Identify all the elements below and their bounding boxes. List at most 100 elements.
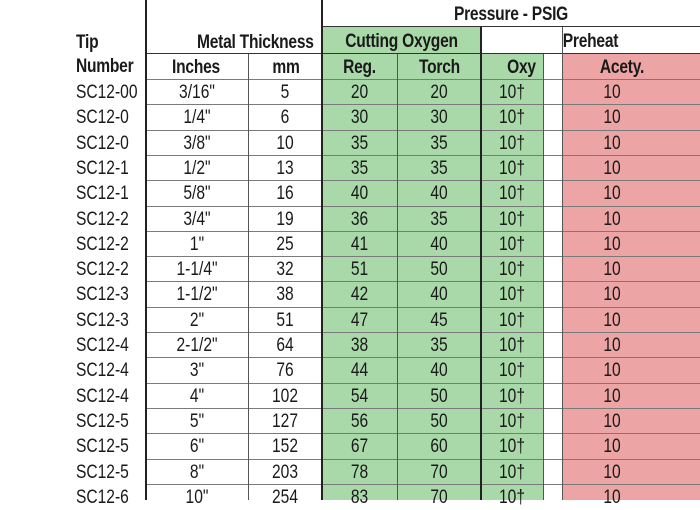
cell-tip: SC12-5: [76, 461, 129, 483]
cell-inches: 3/4": [183, 208, 211, 230]
cell-reg: 51: [350, 259, 369, 281]
cutting-oxygen-header-bg: [322, 27, 481, 54]
header-rule-mid: [146, 53, 700, 54]
cell-oxy: 10†: [498, 410, 525, 432]
cell-inches: 2": [189, 309, 205, 331]
cell-reg: 67: [350, 436, 369, 458]
col-divider-inches: [248, 54, 249, 500]
cell-acety: 10: [603, 284, 621, 306]
header-rule-top: [322, 26, 700, 27]
cell-oxy: 10†: [498, 309, 525, 331]
inches-label: Inches: [172, 57, 220, 78]
table-row: SC12-2 3/4" 19 36 35 10† 10: [0, 205, 700, 232]
cell-torch: 35: [430, 208, 448, 230]
cell-tip: SC12-0: [76, 132, 129, 154]
row-rule: [146, 357, 700, 359]
cell-acety: 10: [603, 309, 621, 331]
cell-acety: 10: [603, 385, 621, 407]
cell-mm: 6: [280, 107, 290, 129]
cell-reg: 41: [350, 233, 369, 255]
cell-tip: SC12-3: [76, 309, 129, 331]
cell-tip: SC12-1: [76, 157, 129, 179]
cell-torch: 30: [430, 107, 448, 129]
col-divider-mm: [321, 0, 323, 500]
cell-acety: 10: [603, 335, 621, 356]
row-rule: [146, 104, 700, 106]
cell-reg: 36: [350, 208, 369, 230]
row-rule: [146, 180, 700, 182]
cell-reg: 44: [350, 360, 369, 382]
cell-torch: 20: [430, 82, 448, 103]
cell-reg: 40: [350, 183, 369, 205]
col-divider-cutting: [480, 27, 482, 500]
table-row: SC12-4 2-1/2" 64 38 35 10† 10: [0, 332, 700, 358]
cell-oxy: 10†: [498, 461, 525, 483]
cell-tip: SC12-4: [76, 335, 129, 356]
cell-oxy: 10†: [498, 259, 525, 281]
cell-acety: 10: [603, 360, 621, 382]
cell-mm: 19: [276, 208, 294, 230]
cell-acety: 10: [603, 410, 621, 432]
cell-inches: 8": [189, 461, 205, 483]
row-rule: [146, 306, 700, 308]
cell-torch: 35: [430, 157, 448, 179]
cell-tip: SC12-2: [76, 259, 129, 281]
tip-label-line1: Tip: [76, 32, 99, 53]
cell-acety: 10: [603, 436, 621, 458]
row-rule: [146, 332, 700, 333]
cell-inches: 1/2": [183, 157, 211, 179]
cell-acety: 10: [603, 486, 621, 508]
cell-acety: 10: [603, 82, 621, 103]
table-row: SC12-00 3/16" 5 20 20 10† 10: [0, 79, 700, 105]
cell-inches: 6": [189, 436, 205, 458]
cell-tip: SC12-2: [76, 233, 129, 255]
pressure-title: Pressure - PSIG: [453, 4, 569, 25]
cell-torch: 35: [430, 132, 448, 154]
cell-inches: 10": [185, 486, 209, 508]
table-row: SC12-5 6" 152 67 60 10† 10: [0, 433, 700, 459]
row-rule: [146, 433, 700, 435]
cell-tip: SC12-4: [76, 360, 129, 382]
cell-inches: 4": [189, 385, 205, 407]
table-row: SC12-4 4" 102 54 50 10† 10: [0, 382, 700, 409]
col-divider-acety: [562, 27, 563, 500]
cell-acety: 10: [603, 132, 621, 154]
table-row: SC12-6 10" 254 83 70 10† 10: [0, 483, 700, 510]
row-rule: [146, 458, 700, 460]
cell-acety: 10: [603, 107, 621, 129]
cell-acety: 10: [603, 259, 621, 281]
cell-torch: 35: [430, 335, 448, 356]
cell-oxy: 10†: [498, 360, 525, 382]
row-rule: [146, 483, 700, 485]
cell-inches: 3/8": [183, 132, 211, 154]
cell-tip: SC12-6: [76, 486, 129, 508]
cell-tip: SC12-4: [76, 385, 129, 407]
cell-mm: 25: [276, 233, 294, 255]
table-row: SC12-2 1" 25 41 40 10† 10: [0, 230, 700, 257]
cell-mm: 51: [276, 309, 294, 331]
acety-column-bg: [562, 54, 700, 500]
cell-acety: 10: [603, 208, 621, 230]
cell-mm: 5: [280, 82, 290, 103]
metal-thickness-label: Metal Thickness: [197, 32, 314, 53]
table-row: SC12-0 3/8" 10 35 35 10† 10: [0, 129, 700, 156]
col-divider-oxy: [543, 54, 544, 500]
cell-tip: SC12-2: [76, 208, 129, 230]
cell-mm: 16: [276, 183, 294, 205]
cutting-oxygen-columns-bg: [322, 54, 544, 500]
cell-reg: 47: [350, 309, 369, 331]
mm-label: mm: [272, 57, 300, 78]
cell-mm: 127: [271, 410, 298, 432]
cell-tip: SC12-5: [76, 410, 129, 432]
cell-oxy: 10†: [498, 157, 525, 179]
cell-reg: 56: [350, 410, 369, 432]
table-row: SC12-3 2" 51 47 45 10† 10: [0, 306, 700, 333]
cell-oxy: 10†: [498, 233, 525, 255]
cell-acety: 10: [603, 233, 621, 255]
cell-mm: 64: [276, 335, 294, 356]
cell-torch: 60: [430, 436, 448, 458]
cell-inches: 3": [189, 360, 205, 382]
cell-reg: 78: [350, 461, 369, 483]
row-rule: [146, 129, 700, 131]
